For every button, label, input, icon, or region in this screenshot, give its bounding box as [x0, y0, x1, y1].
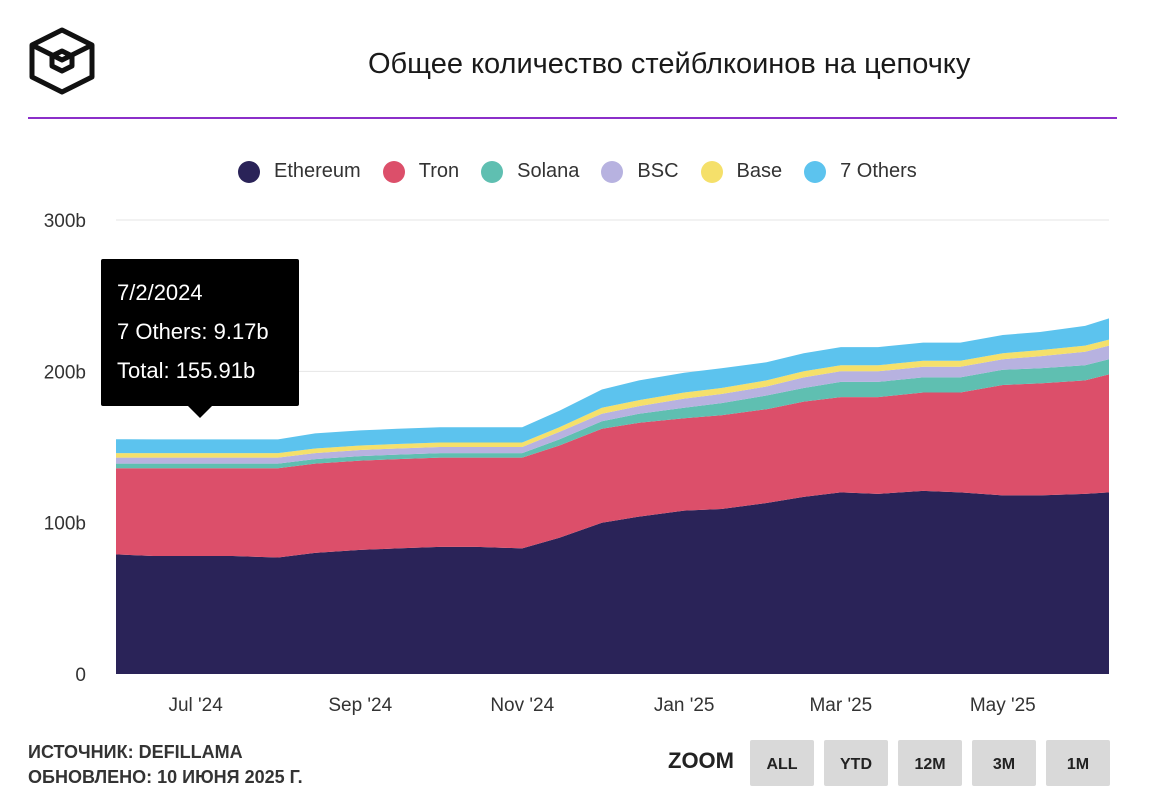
legend-swatch [238, 160, 260, 183]
x-tick-label: May '25 [970, 695, 1036, 716]
area-series-bsc [116, 345, 1109, 464]
area-series-base [116, 339, 1109, 458]
legend-item-7-others[interactable]: 7 Others [804, 160, 917, 183]
zoom-3m-button[interactable]: 3M [972, 740, 1036, 786]
zoom-12m-button[interactable]: 12M [898, 740, 962, 786]
x-tick-label: Mar '25 [809, 695, 872, 716]
legend-item-tron[interactable]: Tron [382, 160, 460, 183]
legend-item-base[interactable]: Base [700, 160, 783, 183]
updated-label: ОБНОВЛЕНО: 10 ИЮНЯ 2025 Г. [28, 767, 303, 787]
legend-swatch [382, 160, 405, 183]
source-label: ИСТОЧНИК: DEFILLAMA [28, 742, 243, 762]
legend-label: Solana [517, 160, 580, 182]
x-tick-label: Jan '25 [654, 695, 715, 716]
legend-item-bsc[interactable]: BSC [601, 160, 679, 183]
cube-logo-icon [29, 27, 95, 95]
tooltip-date: 7/2/2024 [117, 280, 203, 305]
legend-label: Base [736, 160, 783, 182]
legend-swatch [700, 160, 723, 183]
x-tick-label: Sep '24 [328, 695, 392, 716]
legend-swatch [601, 160, 624, 183]
source-note: ИСТОЧНИК: DEFILLAMA ОБНОВЛЕНО: 10 ИЮНЯ 2… [28, 740, 303, 790]
zoom-label: ZOOM [668, 748, 734, 773]
legend-swatch [804, 160, 827, 183]
x-tick-label: Nov '24 [490, 695, 554, 716]
legend-label: 7 Others [840, 160, 917, 182]
area-series-tron [116, 374, 1109, 558]
y-tick-label: 0 [75, 665, 86, 686]
tooltip-pointer [187, 405, 213, 418]
area-series-ethereum [116, 490, 1109, 674]
y-tick-label: 300b [44, 211, 86, 232]
tooltip-total-value: Total: 155.91b [117, 358, 256, 383]
legend-label: Ethereum [274, 160, 361, 182]
page-title: Общее количество стейблкоинов на цепочку [368, 48, 971, 80]
x-tick-label: Jul '24 [168, 695, 223, 716]
chart-tooltip: 7/2/2024 7 Others: 9.17b Total: 155.91b [101, 259, 299, 406]
chart-legend: Ethereum Tron Solana BSC Base 7 Others [238, 160, 939, 183]
legend-label: Tron [418, 160, 460, 182]
zoom-ytd-button[interactable]: YTD [824, 740, 888, 786]
area-series-solana [116, 359, 1109, 469]
legend-item-solana[interactable]: Solana [481, 160, 579, 183]
title-divider [28, 117, 1117, 119]
y-tick-label: 100b [44, 514, 86, 535]
area-series-7-others [116, 318, 1109, 454]
zoom-1m-button[interactable]: 1M [1046, 740, 1110, 786]
legend-swatch [481, 160, 504, 183]
legend-label: BSC [637, 160, 679, 182]
tooltip-others-value: 7 Others: 9.17b [117, 319, 269, 344]
legend-item-ethereum[interactable]: Ethereum [238, 160, 361, 183]
y-tick-label: 200b [44, 362, 86, 383]
zoom-all-button[interactable]: ALL [750, 740, 814, 786]
